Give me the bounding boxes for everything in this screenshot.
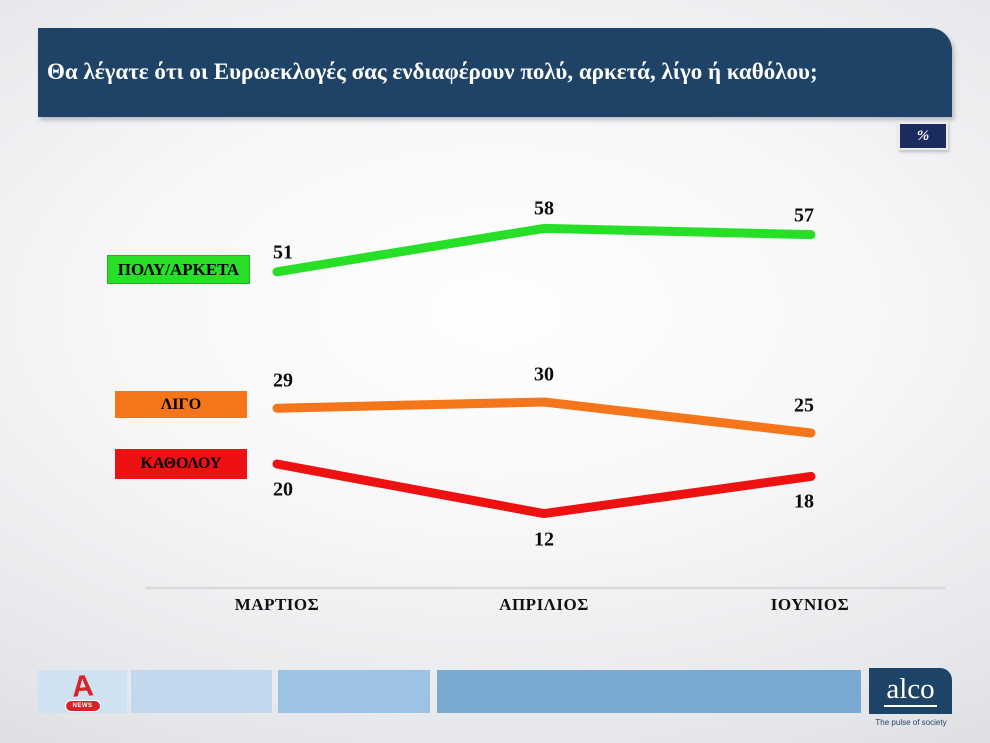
percent-badge: % — [898, 122, 948, 150]
x-label-iounios: ΙΟΥΝΙΟΣ — [770, 595, 850, 614]
data-label: 25 — [794, 394, 814, 417]
alco-logo-box: alco — [869, 668, 952, 714]
series-line-ligo — [272, 397, 816, 438]
data-label: 12 — [534, 528, 554, 551]
legend-katholou: ΚΑΘΟΛΟΥ — [115, 449, 247, 479]
legend-ligo: ΛΙΓΟ — [115, 391, 247, 418]
footer-strip-box-3 — [278, 670, 430, 713]
alco-logo: alco — [884, 673, 937, 707]
data-label: 20 — [273, 478, 293, 501]
data-label: 30 — [534, 363, 554, 386]
data-label: 57 — [794, 204, 814, 227]
alco-tagline: The pulse of society — [875, 718, 947, 727]
x-label-martios: ΜΑΡΤΙΟΣ — [234, 595, 320, 614]
footer-strip-box-4 — [437, 670, 861, 713]
question-title: Θα λέγατε ότι οι Ευρωεκλογές σας ενδιαφέ… — [47, 59, 818, 85]
series-line-poly-arketa — [272, 223, 816, 277]
alpha-news-logo-box: A NEWS — [38, 668, 127, 713]
alpha-news-pill: NEWS — [64, 699, 101, 712]
footer-strip-box-2 — [131, 670, 272, 713]
data-label: 58 — [534, 197, 554, 220]
data-label: 18 — [794, 490, 814, 513]
legend-poly-arketa: ΠΟΛΥ/ΑΡΚΕΤΑ — [107, 255, 250, 284]
question-title-bar: Θα λέγατε ότι οι Ευρωεκλογές σας ενδιαφέ… — [38, 28, 952, 117]
data-label: 51 — [273, 241, 293, 264]
x-label-aprilios: ΑΠΡΙΛΙΟΣ — [499, 595, 589, 614]
percent-badge-label: % — [916, 127, 930, 144]
data-label: 29 — [273, 369, 293, 392]
alpha-a-glyph: A — [70, 668, 95, 704]
series-line-katholou — [272, 459, 816, 519]
alpha-news-logo: A NEWS — [64, 668, 101, 712]
